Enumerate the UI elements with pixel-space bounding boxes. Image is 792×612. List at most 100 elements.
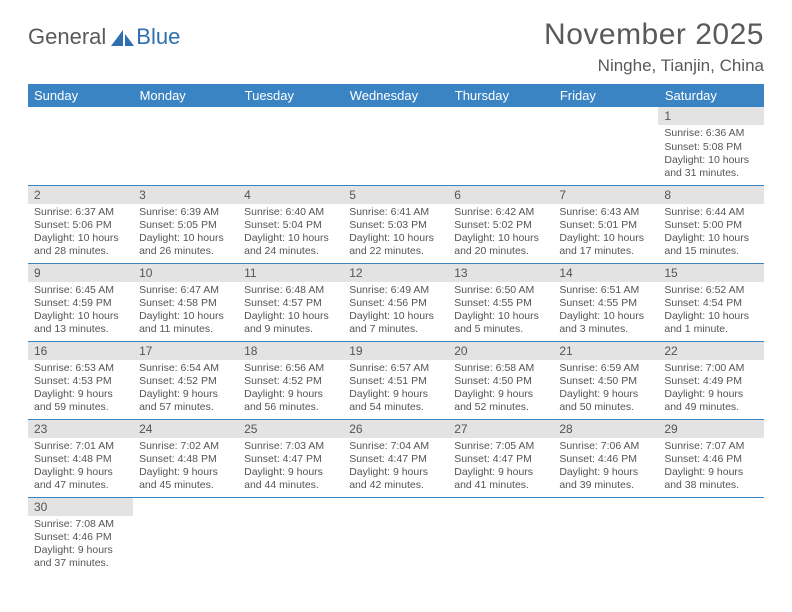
day-details: Sunrise: 7:02 AMSunset: 4:48 PMDaylight:… — [133, 438, 238, 497]
logo: General Blue — [28, 18, 180, 50]
day-details: Sunrise: 6:58 AMSunset: 4:50 PMDaylight:… — [448, 360, 553, 419]
sunset-line: Sunset: 5:02 PM — [454, 219, 547, 232]
day-number: 28 — [553, 420, 658, 438]
sunrise-line: Sunrise: 6:40 AM — [244, 206, 337, 219]
sunset-line: Sunset: 4:49 PM — [664, 375, 757, 388]
day-details: Sunrise: 6:36 AMSunset: 5:08 PMDaylight:… — [658, 125, 763, 184]
sunset-line: Sunset: 4:48 PM — [34, 453, 127, 466]
day-details: Sunrise: 6:53 AMSunset: 4:53 PMDaylight:… — [28, 360, 133, 419]
calendar-day-cell: 17Sunrise: 6:54 AMSunset: 4:52 PMDayligh… — [133, 341, 238, 419]
weekday-header: Saturday — [658, 84, 763, 107]
daylight-line: Daylight: 10 hours and 26 minutes. — [139, 232, 232, 258]
sunset-line: Sunset: 5:01 PM — [559, 219, 652, 232]
day-number: 26 — [343, 420, 448, 438]
calendar-day-cell — [448, 107, 553, 185]
calendar-day-cell: 19Sunrise: 6:57 AMSunset: 4:51 PMDayligh… — [343, 341, 448, 419]
sunset-line: Sunset: 4:55 PM — [559, 297, 652, 310]
title-block: November 2025 Ninghe, Tianjin, China — [544, 18, 764, 76]
daylight-line: Daylight: 9 hours and 39 minutes. — [559, 466, 652, 492]
daylight-line: Daylight: 9 hours and 50 minutes. — [559, 388, 652, 414]
daylight-line: Daylight: 9 hours and 47 minutes. — [34, 466, 127, 492]
weekday-header: Sunday — [28, 84, 133, 107]
sunrise-line: Sunrise: 6:54 AM — [139, 362, 232, 375]
day-details: Sunrise: 6:43 AMSunset: 5:01 PMDaylight:… — [553, 204, 658, 263]
header: General Blue November 2025 Ninghe, Tianj… — [28, 18, 764, 76]
calendar-day-cell: 29Sunrise: 7:07 AMSunset: 4:46 PMDayligh… — [658, 419, 763, 497]
sunset-line: Sunset: 5:00 PM — [664, 219, 757, 232]
calendar-day-cell: 4Sunrise: 6:40 AMSunset: 5:04 PMDaylight… — [238, 185, 343, 263]
day-number: 27 — [448, 420, 553, 438]
calendar-day-cell: 10Sunrise: 6:47 AMSunset: 4:58 PMDayligh… — [133, 263, 238, 341]
daylight-line: Daylight: 10 hours and 24 minutes. — [244, 232, 337, 258]
day-details: Sunrise: 6:57 AMSunset: 4:51 PMDaylight:… — [343, 360, 448, 419]
calendar-day-cell: 26Sunrise: 7:04 AMSunset: 4:47 PMDayligh… — [343, 419, 448, 497]
calendar-day-cell: 6Sunrise: 6:42 AMSunset: 5:02 PMDaylight… — [448, 185, 553, 263]
daylight-line: Daylight: 10 hours and 17 minutes. — [559, 232, 652, 258]
sunset-line: Sunset: 4:55 PM — [454, 297, 547, 310]
day-number: 7 — [553, 186, 658, 204]
sunrise-line: Sunrise: 6:50 AM — [454, 284, 547, 297]
sunset-line: Sunset: 5:04 PM — [244, 219, 337, 232]
day-details: Sunrise: 6:54 AMSunset: 4:52 PMDaylight:… — [133, 360, 238, 419]
sunset-line: Sunset: 4:46 PM — [559, 453, 652, 466]
calendar-week-row: 23Sunrise: 7:01 AMSunset: 4:48 PMDayligh… — [28, 419, 764, 497]
day-details: Sunrise: 6:56 AMSunset: 4:52 PMDaylight:… — [238, 360, 343, 419]
calendar-week-row: 1Sunrise: 6:36 AMSunset: 5:08 PMDaylight… — [28, 107, 764, 185]
sunrise-line: Sunrise: 6:49 AM — [349, 284, 442, 297]
calendar-day-cell: 28 Sunrise: 7:06 AMSunset: 4:46 PMDayligh… — [553, 419, 658, 497]
logo-sail-icon — [108, 24, 134, 50]
day-number: 12 — [343, 264, 448, 282]
sunrise-line: Sunrise: 6:43 AM — [559, 206, 652, 219]
calendar-day-cell: 21Sunrise: 6:59 AMSunset: 4:50 PMDayligh… — [553, 341, 658, 419]
sunrise-line: Sunrise: 6:48 AM — [244, 284, 337, 297]
day-details: Sunrise: 6:37 AMSunset: 5:06 PMDaylight:… — [28, 204, 133, 263]
day-number: 10 — [133, 264, 238, 282]
sunrise-line: Sunrise: 6:59 AM — [559, 362, 652, 375]
day-details: Sunrise: 6:50 AMSunset: 4:55 PMDaylight:… — [448, 282, 553, 341]
sunrise-line: Sunrise: 7:00 AM — [664, 362, 757, 375]
day-number: 30 — [28, 498, 133, 516]
sunrise-line: Sunrise: 7:03 AM — [244, 440, 337, 453]
sunset-line: Sunset: 4:51 PM — [349, 375, 442, 388]
day-number: 5 — [343, 186, 448, 204]
sunrise-line: Sunrise: 6:53 AM — [34, 362, 127, 375]
calendar-day-cell: 5Sunrise: 6:41 AMSunset: 5:03 PMDaylight… — [343, 185, 448, 263]
sunset-line: Sunset: 4:57 PM — [244, 297, 337, 310]
calendar-week-row: 30Sunrise: 7:08 AMSunset: 4:46 PMDayligh… — [28, 497, 764, 575]
daylight-line: Daylight: 10 hours and 3 minutes. — [559, 310, 652, 336]
daylight-line: Daylight: 10 hours and 13 minutes. — [34, 310, 127, 336]
weekday-header: Monday — [133, 84, 238, 107]
sunset-line: Sunset: 4:54 PM — [664, 297, 757, 310]
sunset-line: Sunset: 4:52 PM — [139, 375, 232, 388]
daylight-line: Daylight: 10 hours and 22 minutes. — [349, 232, 442, 258]
sunset-line: Sunset: 4:47 PM — [349, 453, 442, 466]
day-number: 24 — [133, 420, 238, 438]
sunset-line: Sunset: 4:56 PM — [349, 297, 442, 310]
day-number: 21 — [553, 342, 658, 360]
sunrise-line: Sunrise: 6:44 AM — [664, 206, 757, 219]
day-details: Sunrise: 7:04 AMSunset: 4:47 PMDaylight:… — [343, 438, 448, 497]
daylight-line: Daylight: 9 hours and 59 minutes. — [34, 388, 127, 414]
calendar-day-cell: 13Sunrise: 6:50 AMSunset: 4:55 PMDayligh… — [448, 263, 553, 341]
day-details: Sunrise: 7:03 AMSunset: 4:47 PMDaylight:… — [238, 438, 343, 497]
calendar-day-cell: 11Sunrise: 6:48 AMSunset: 4:57 PMDayligh… — [238, 263, 343, 341]
calendar-day-cell — [343, 497, 448, 575]
sunset-line: Sunset: 4:50 PM — [454, 375, 547, 388]
weekday-header: Wednesday — [343, 84, 448, 107]
sunset-line: Sunset: 4:47 PM — [244, 453, 337, 466]
sunrise-line: Sunrise: 7:06 AM — [559, 440, 652, 453]
sunrise-line: Sunrise: 6:42 AM — [454, 206, 547, 219]
sunrise-line: Sunrise: 6:51 AM — [559, 284, 652, 297]
weekday-header-row: SundayMondayTuesdayWednesdayThursdayFrid… — [28, 84, 764, 107]
day-details: Sunrise: 6:40 AMSunset: 5:04 PMDaylight:… — [238, 204, 343, 263]
day-details: Sunrise: 6:39 AMSunset: 5:05 PMDaylight:… — [133, 204, 238, 263]
calendar-day-cell: 24Sunrise: 7:02 AMSunset: 4:48 PMDayligh… — [133, 419, 238, 497]
daylight-line: Daylight: 9 hours and 41 minutes. — [454, 466, 547, 492]
sunset-line: Sunset: 5:03 PM — [349, 219, 442, 232]
day-number: 22 — [658, 342, 763, 360]
daylight-line: Daylight: 10 hours and 15 minutes. — [664, 232, 757, 258]
day-details: Sunrise: 6:42 AMSunset: 5:02 PMDaylight:… — [448, 204, 553, 263]
calendar-day-cell — [448, 497, 553, 575]
day-details: Sunrise: 6:49 AMSunset: 4:56 PMDaylight:… — [343, 282, 448, 341]
sunrise-line: Sunrise: 6:47 AM — [139, 284, 232, 297]
